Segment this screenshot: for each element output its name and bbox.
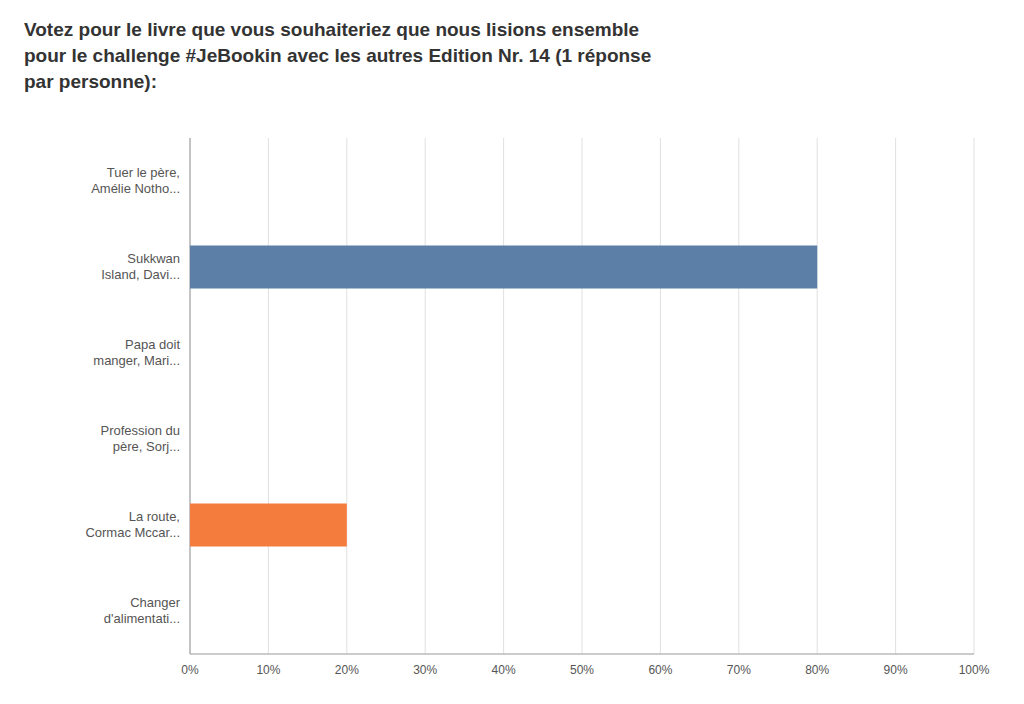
grid [190,138,974,654]
x-axis: 0% 10% 20% 30% 40% 50% 60% 70% 80% 90% 100% [181,663,989,677]
tick-label: 50% [570,663,594,677]
bars [190,246,817,547]
grid-line [582,138,583,654]
category-label: Tuer le père,Amélie Notho... [91,165,180,196]
tick-label: 100% [959,663,990,677]
tick-label: 60% [648,663,672,677]
grid-line [817,138,818,654]
tick-label: 10% [256,663,280,677]
grid-line [503,138,504,654]
grid-line [974,138,975,654]
grid-line [660,138,661,654]
bar [190,160,191,203]
grid-line [346,138,347,654]
category-label: Profession dupère, Sorj... [101,423,181,454]
grid-line [268,138,269,654]
tick-label: 30% [413,663,437,677]
grid-line [895,138,896,654]
chart: Votez pour le livre que vous souhaiterie… [0,0,1024,704]
bar [190,590,191,633]
y-axis: Tuer le père,Amélie Notho... SukkwanIslan… [85,165,180,626]
bar [190,418,191,461]
tick-label: 70% [727,663,751,677]
category-label: Changerd'alimentati... [104,595,181,626]
tick-label: 20% [335,663,359,677]
bar [190,332,191,375]
tick-label: 80% [805,663,829,677]
category-label: La route,Cormac Mccar... [85,509,180,540]
grid-line [190,138,191,654]
tick-label: 90% [884,663,908,677]
y-axis-line [190,138,191,654]
grid-line [738,138,739,654]
bar [190,246,817,289]
title: Votez pour le livre que vous souhaiterie… [24,19,651,92]
tick-label: 40% [492,663,516,677]
grid-line [425,138,426,654]
tick-label: 0% [181,663,199,677]
bar [190,504,347,547]
x-axis-line [190,654,974,655]
category-label: SukkwanIsland, Davi... [101,251,180,282]
category-label: Papa doitmanger, Mari... [93,337,180,368]
